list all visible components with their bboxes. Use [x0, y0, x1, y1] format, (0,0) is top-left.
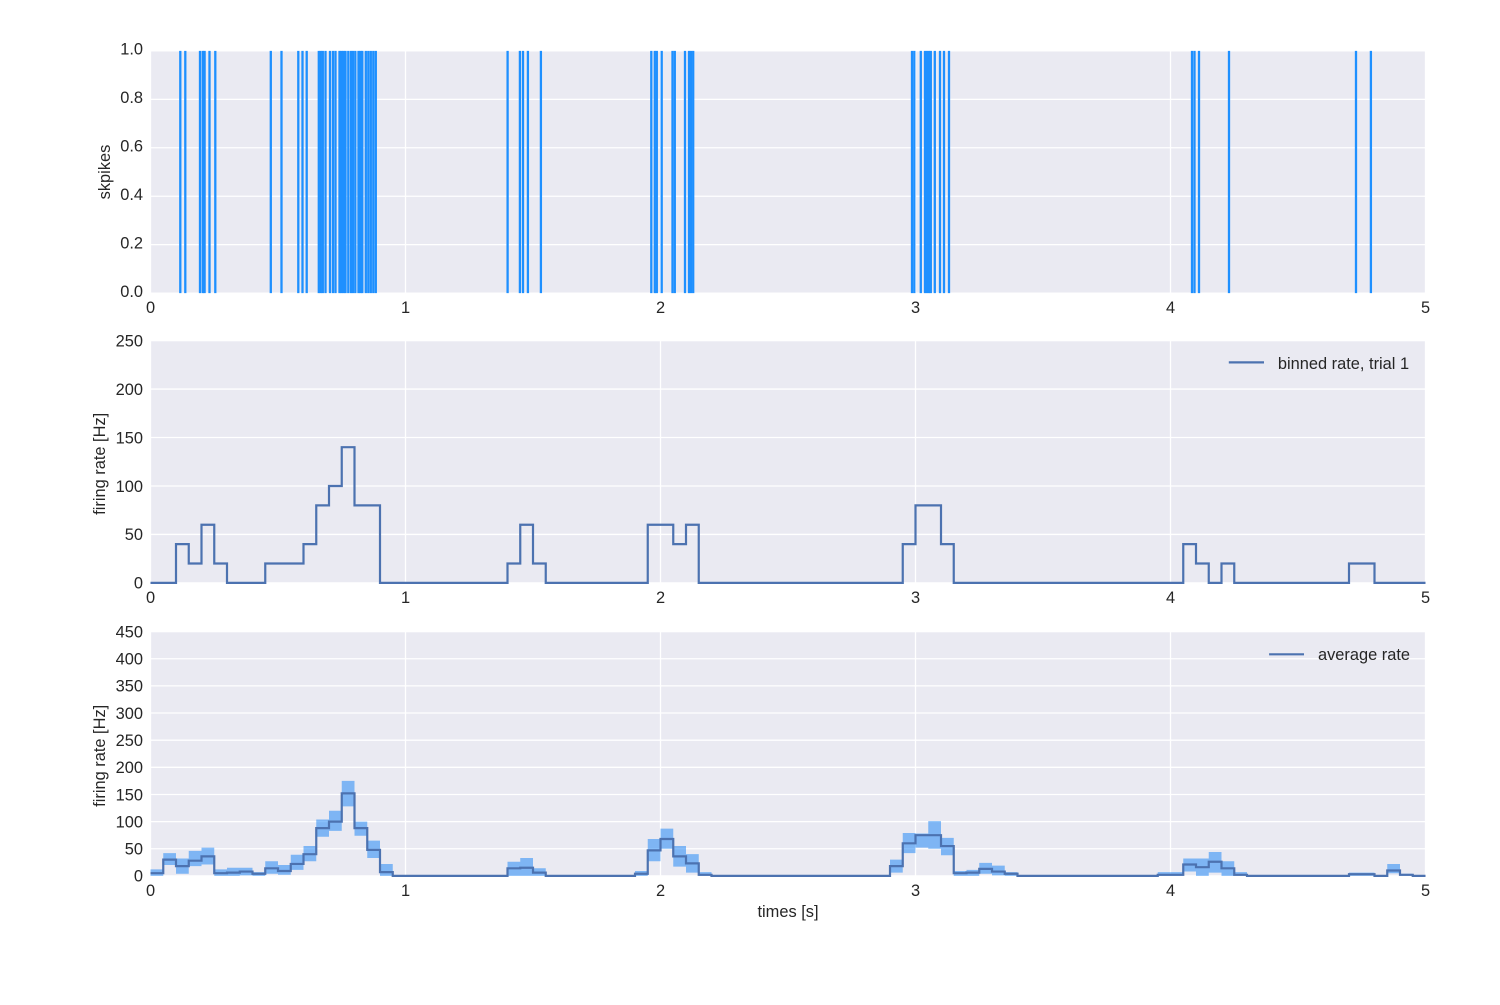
- svg-text:150: 150: [116, 786, 143, 804]
- svg-text:0.4: 0.4: [120, 186, 143, 204]
- svg-text:250: 250: [116, 332, 143, 350]
- svg-text:0: 0: [146, 589, 155, 607]
- svg-text:2: 2: [656, 299, 665, 317]
- svg-text:5: 5: [1421, 299, 1430, 317]
- svg-text:binned rate, trial 1: binned rate, trial 1: [1278, 355, 1409, 373]
- svg-text:3: 3: [911, 882, 920, 900]
- svg-text:4: 4: [1166, 882, 1175, 900]
- svg-text:0.2: 0.2: [120, 234, 143, 252]
- svg-text:1: 1: [401, 589, 410, 607]
- svg-text:0.8: 0.8: [120, 89, 143, 107]
- svg-text:skpikes: skpikes: [96, 145, 114, 200]
- svg-text:2: 2: [656, 589, 665, 607]
- svg-text:200: 200: [116, 381, 143, 399]
- svg-text:100: 100: [116, 813, 143, 831]
- svg-text:100: 100: [116, 478, 143, 496]
- svg-text:4: 4: [1166, 589, 1175, 607]
- svg-text:0: 0: [134, 575, 143, 593]
- svg-text:350: 350: [116, 678, 143, 696]
- svg-text:200: 200: [116, 759, 143, 777]
- svg-text:50: 50: [125, 841, 143, 859]
- svg-text:1: 1: [401, 299, 410, 317]
- svg-text:firing rate [Hz]: firing rate [Hz]: [91, 705, 109, 807]
- svg-text:5: 5: [1421, 589, 1430, 607]
- svg-text:0: 0: [134, 868, 143, 886]
- svg-text:5: 5: [1421, 882, 1430, 900]
- svg-text:300: 300: [116, 705, 143, 723]
- svg-text:3: 3: [911, 299, 920, 317]
- svg-text:150: 150: [116, 429, 143, 447]
- svg-text:450: 450: [116, 623, 143, 641]
- svg-text:1: 1: [401, 882, 410, 900]
- svg-text:50: 50: [125, 526, 143, 544]
- svg-text:0.0: 0.0: [120, 283, 143, 301]
- svg-text:250: 250: [116, 732, 143, 750]
- svg-text:firing rate [Hz]: firing rate [Hz]: [91, 413, 109, 515]
- svg-text:average rate: average rate: [1318, 646, 1410, 664]
- svg-text:0: 0: [146, 882, 155, 900]
- svg-text:0: 0: [146, 299, 155, 317]
- svg-text:3: 3: [911, 589, 920, 607]
- svg-text:2: 2: [656, 882, 665, 900]
- svg-text:400: 400: [116, 651, 143, 669]
- svg-text:4: 4: [1166, 299, 1175, 317]
- svg-text:times [s]: times [s]: [757, 903, 818, 921]
- svg-text:0.6: 0.6: [120, 138, 143, 156]
- svg-text:1.0: 1.0: [120, 41, 143, 59]
